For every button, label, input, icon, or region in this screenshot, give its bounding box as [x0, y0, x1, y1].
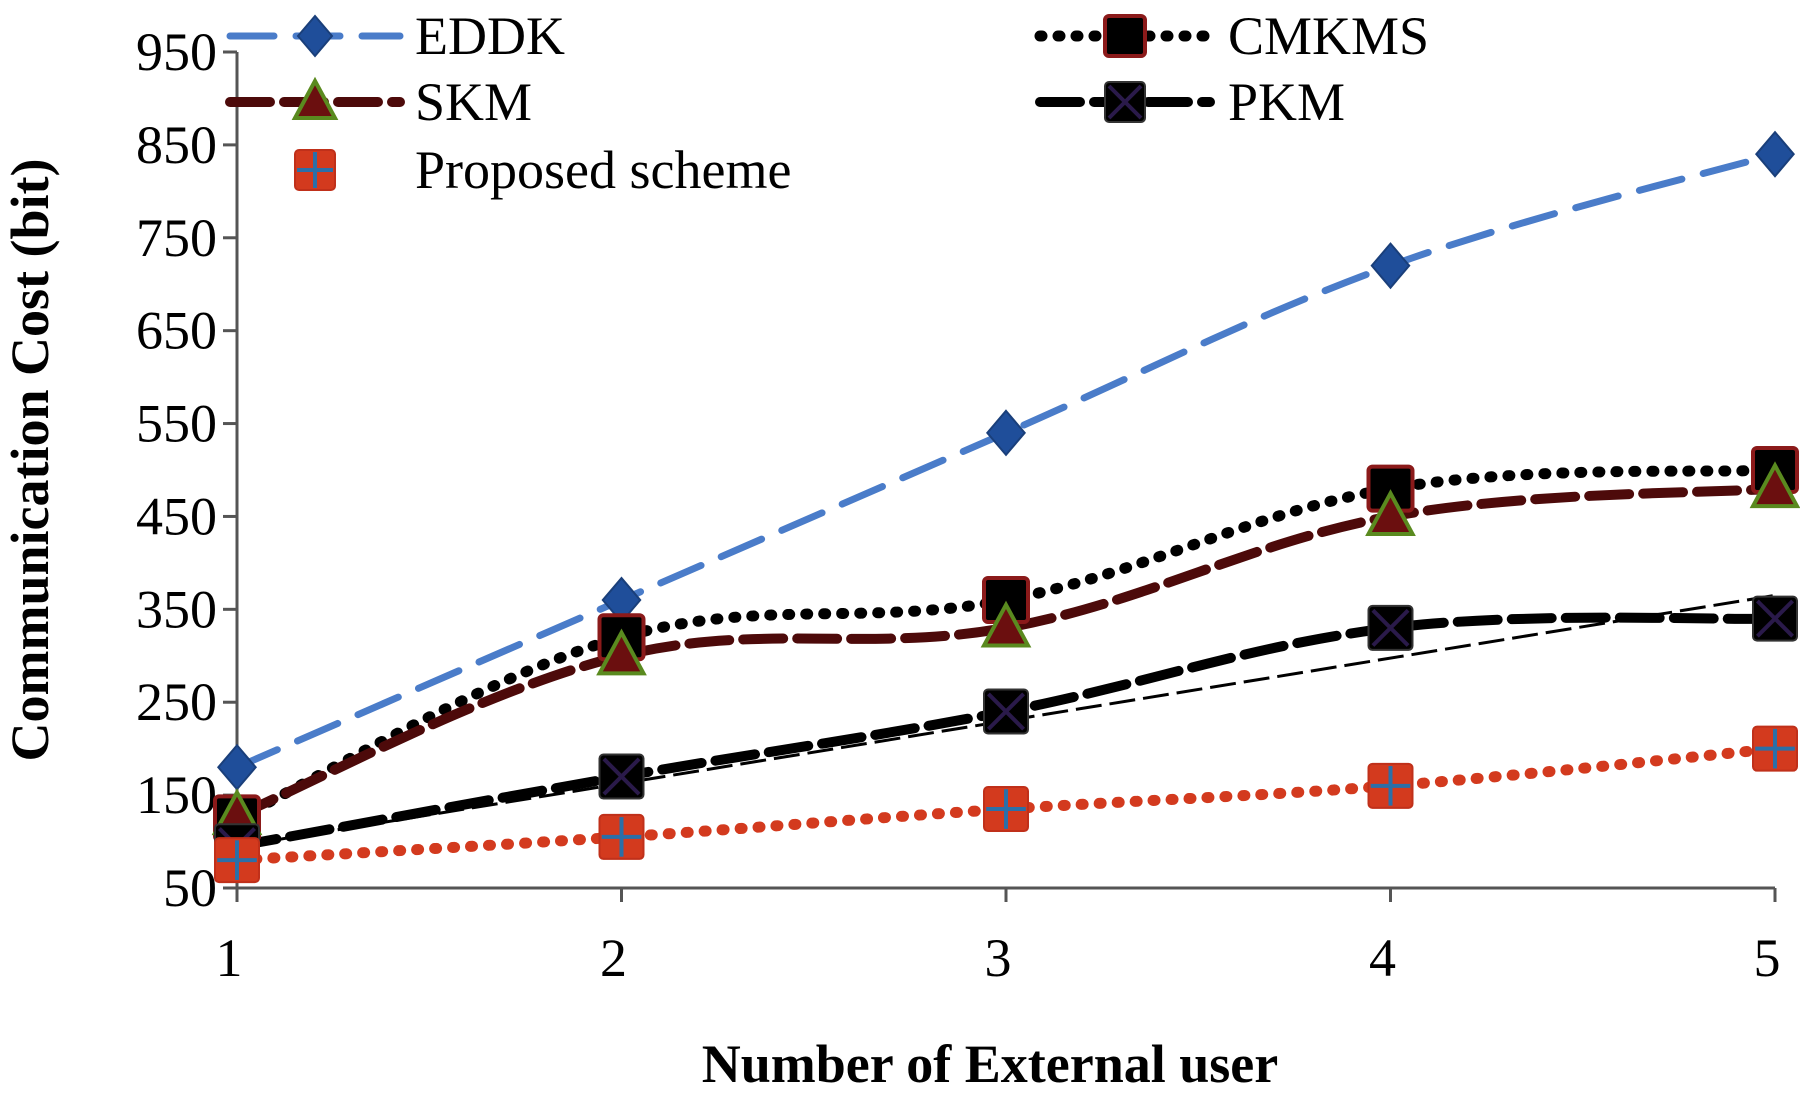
legend-marker — [296, 14, 334, 58]
legend-item: Proposed scheme — [294, 140, 791, 200]
marker-shape — [291, 76, 339, 120]
data-point — [985, 409, 1027, 457]
y-tick-label: 250 — [136, 672, 217, 732]
marker-shape — [980, 600, 1032, 648]
y-tick-label: 950 — [136, 22, 217, 82]
data-point — [596, 628, 647, 676]
data-point — [983, 688, 1029, 735]
x-tick-label: 4 — [1369, 928, 1396, 988]
x-tick-label: 3 — [985, 928, 1012, 988]
data-point — [1370, 242, 1411, 290]
marker-shape — [1754, 130, 1796, 178]
legend-item: PKM — [1035, 72, 1345, 132]
data-point — [980, 600, 1032, 648]
x-tick-label: 1 — [216, 928, 243, 988]
y-tick-labels: 50 150 250 350 450 550 650 750 850 950 — [136, 22, 237, 918]
legend-marker — [294, 149, 336, 191]
data-point — [214, 837, 260, 884]
marker-shape — [985, 409, 1027, 457]
y-tick-label: 150 — [136, 765, 217, 825]
y-tick-label: 750 — [136, 208, 217, 268]
y-tick-label: 850 — [136, 115, 217, 175]
data-point — [1749, 461, 1800, 509]
legend: EDDK CMKMS SKM PKM Proposed scheme — [225, 6, 1429, 200]
data-point — [1365, 489, 1416, 537]
y-tick-label: 350 — [136, 579, 217, 639]
data-point — [1367, 762, 1414, 809]
series-line-skm — [232, 483, 1780, 821]
x-tick-labels: 1 2 3 4 5 — [216, 888, 1781, 988]
y-tick-label: 50 — [163, 858, 217, 918]
marker-shape — [1370, 242, 1411, 290]
marker-cross — [986, 692, 1026, 731]
legend-item: CMKMS — [1034, 6, 1429, 66]
legend-label: Proposed scheme — [415, 140, 791, 200]
x-tick-label: 5 — [1754, 928, 1781, 988]
data-point — [1367, 604, 1414, 651]
series-markers — [211, 130, 1800, 884]
data-point — [983, 786, 1029, 833]
marker-cross — [1107, 84, 1143, 120]
marker-shape — [1103, 14, 1147, 58]
trendline-line — [236, 593, 1776, 848]
marker-cross — [1371, 608, 1410, 647]
data-point — [1754, 130, 1796, 178]
marker-shape — [296, 14, 334, 58]
y-tick-label: 550 — [136, 394, 217, 454]
data-point — [1752, 595, 1798, 642]
series-lines — [231, 150, 1781, 866]
legend-item: EDDK — [226, 6, 565, 66]
data-point — [216, 743, 258, 791]
x-axis-title: Number of External user — [702, 1034, 1278, 1094]
y-tick-label: 650 — [136, 301, 217, 361]
marker-shape — [596, 628, 647, 676]
marker-shape — [1365, 489, 1416, 537]
trendline — [236, 593, 1776, 848]
legend-marker — [291, 76, 339, 120]
series-line-eddk — [233, 150, 1779, 771]
data-point — [1752, 725, 1798, 772]
data-point — [598, 813, 645, 860]
marker-cross — [602, 757, 641, 796]
legend-label: SKM — [415, 72, 532, 132]
x-tick-label: 2 — [600, 928, 627, 988]
y-axis-title: Communication Cost (bit) — [0, 159, 60, 762]
data-point — [598, 753, 645, 800]
legend-marker — [1104, 81, 1146, 123]
legend-item: SKM — [225, 72, 532, 132]
legend-label: PKM — [1228, 72, 1345, 132]
legend-label: EDDK — [415, 6, 565, 66]
marker-shape — [216, 743, 258, 791]
legend-marker — [1103, 14, 1147, 58]
marker-cross — [1755, 599, 1795, 638]
y-tick-label: 450 — [136, 486, 217, 546]
legend-label: CMKMS — [1228, 6, 1429, 66]
marker-shape — [1749, 461, 1800, 509]
